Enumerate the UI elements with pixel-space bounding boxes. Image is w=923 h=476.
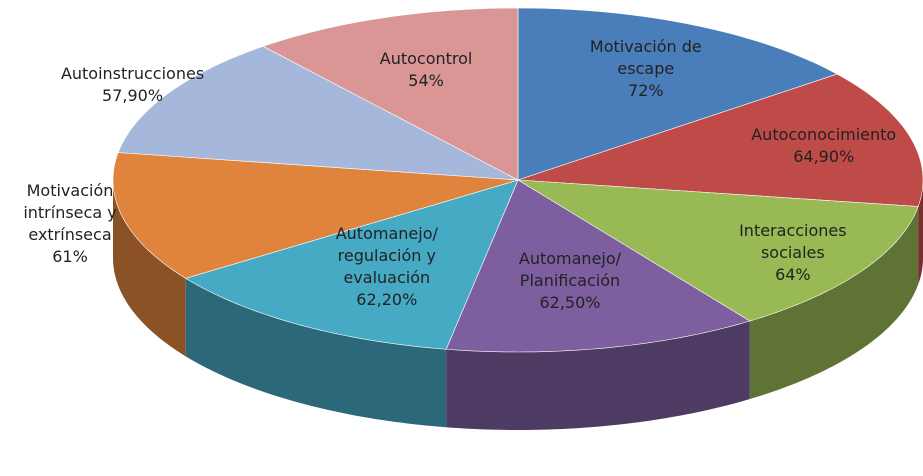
slice xyxy=(517,179,919,322)
slice xyxy=(517,7,838,181)
slice xyxy=(262,7,519,181)
category-label: Automanejo/ Planificación xyxy=(518,248,622,290)
category-label: Autoconocimiento xyxy=(751,125,897,145)
value-label: 62,50% xyxy=(539,292,601,312)
category-label: Interacciones sociales xyxy=(739,220,847,262)
slice-label: Automanejo/ regulación y evaluación 62,20… xyxy=(312,223,462,311)
slice xyxy=(112,152,519,279)
slice-label: Autocontrol 54% xyxy=(351,48,501,92)
slice-label: Autoinstrucciones 57,90% xyxy=(58,63,208,107)
value-label: 61% xyxy=(52,247,88,267)
slice-label: Interacciones sociales 64% xyxy=(718,220,868,286)
slice-label: Autoconocimiento 64,90% xyxy=(749,124,899,168)
slice-side xyxy=(749,206,919,400)
slice-side xyxy=(113,180,186,357)
slice-side xyxy=(446,321,750,430)
value-label: 64,90% xyxy=(793,147,855,167)
slice-label: Motivación de escape 72% xyxy=(571,36,721,102)
slice-side xyxy=(185,278,447,428)
slice xyxy=(445,179,751,353)
category-label: Motivación intrínseca y extrínseca xyxy=(23,181,117,245)
slice xyxy=(184,179,519,350)
value-label: 57,90% xyxy=(102,86,164,106)
value-label: 54% xyxy=(408,70,444,90)
category-label: Automanejo/ regulación y evaluación xyxy=(335,223,438,287)
value-label: 72% xyxy=(628,80,664,100)
category-label: Autoinstrucciones xyxy=(60,64,205,84)
slice xyxy=(117,45,519,181)
slice-label: Automanejo/ Planificación 62,50% xyxy=(495,248,645,314)
category-label: Motivación de escape xyxy=(589,36,702,78)
value-label: 64% xyxy=(775,264,811,284)
slice-side xyxy=(918,180,923,285)
value-label: 62,20% xyxy=(356,289,418,309)
category-label: Autocontrol xyxy=(379,48,473,68)
slice-label: Motivación intrínseca y extrínseca 61% xyxy=(10,180,130,268)
